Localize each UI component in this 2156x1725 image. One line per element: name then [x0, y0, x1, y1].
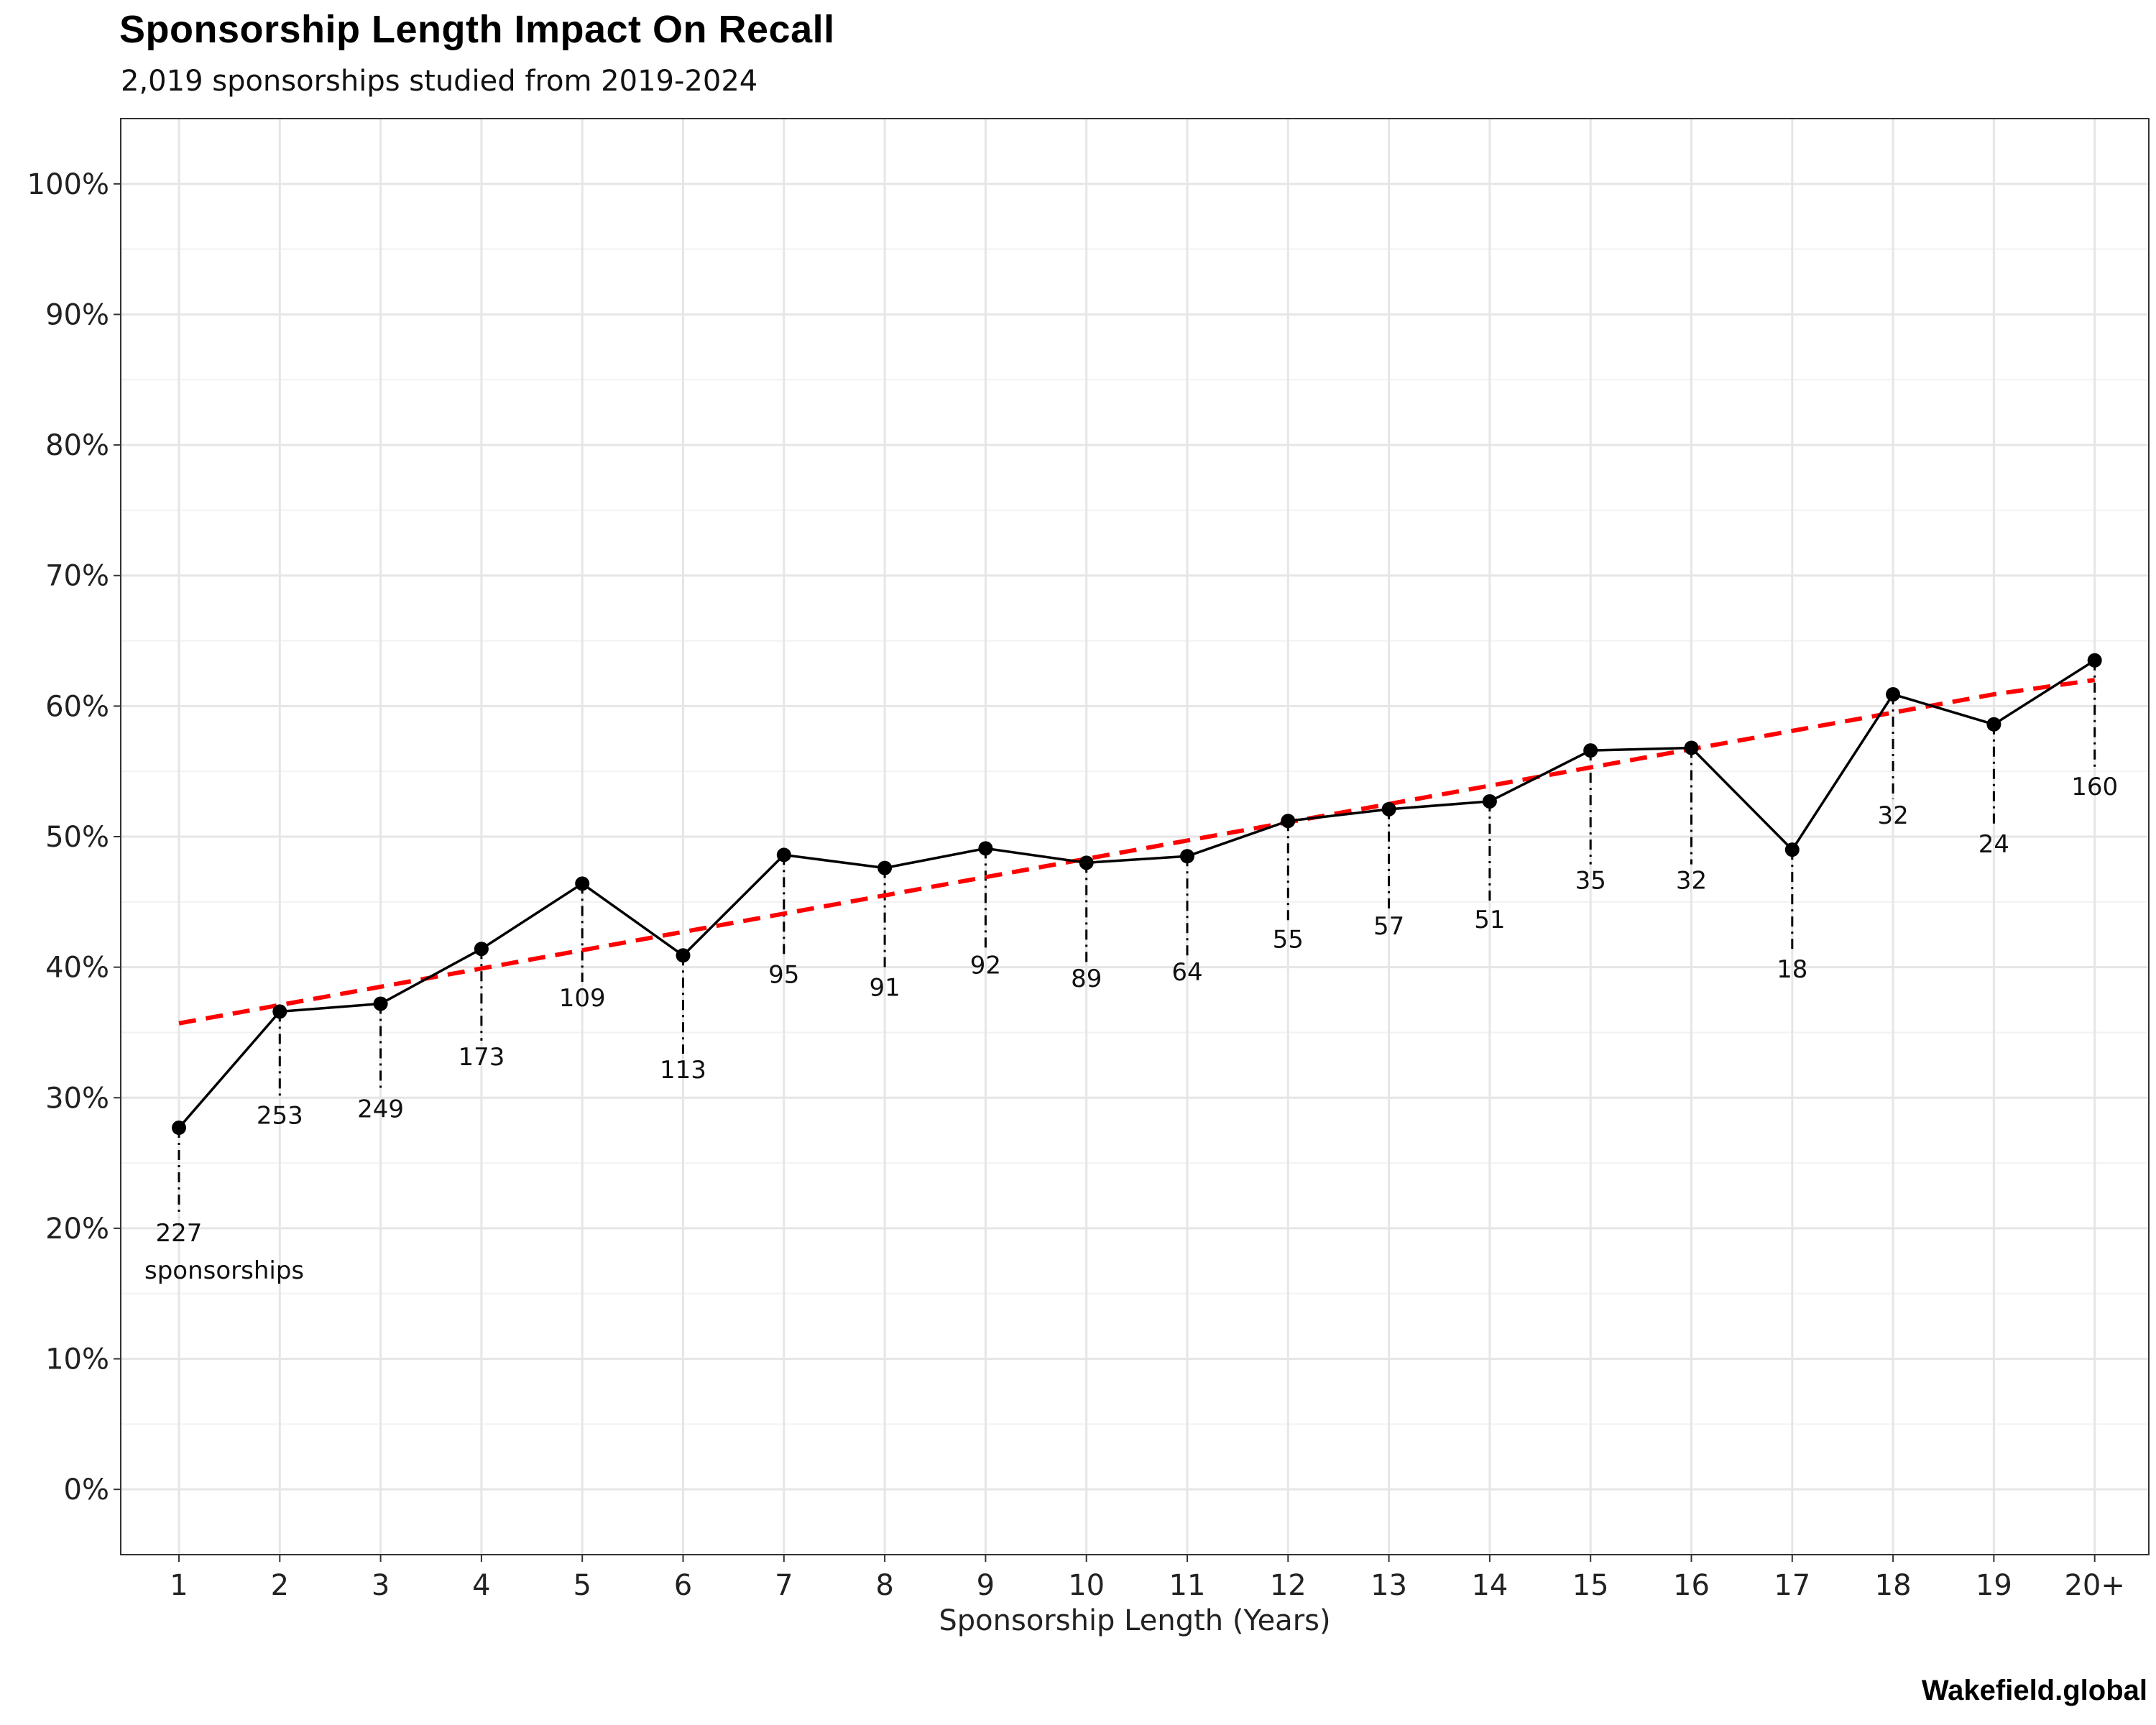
count-label: 32 — [1877, 801, 1908, 830]
count-label: 173 — [458, 1043, 505, 1072]
y-tick-label: 50% — [45, 821, 109, 854]
y-tick-label: 10% — [45, 1343, 109, 1376]
x-axis: 1 2 3 4 5 6 7 8 9 10 11 12 13 14 15 16 17 18 19 20+ — [170, 1555, 2125, 1602]
y-tick-label: 60% — [45, 690, 109, 723]
count-label-suffix: sponsorships — [144, 1256, 304, 1285]
count-label: 55 — [1273, 925, 1304, 954]
x-tick-label: 14 — [1471, 1569, 1508, 1602]
count-labels: 227 253 249 173 109 113 95 91 92 89 64 55 57 51 35 32 18… — [144, 773, 2118, 1285]
count-label: 253 — [257, 1102, 303, 1131]
x-tick-label: 1 — [170, 1569, 188, 1602]
recall-point — [272, 1004, 287, 1019]
recall-point — [1079, 855, 1094, 870]
recall-point — [1381, 801, 1396, 816]
x-tick-label: 8 — [875, 1569, 893, 1602]
recall-point — [2087, 653, 2102, 668]
recall-point — [474, 942, 489, 957]
count-label: 64 — [1171, 958, 1202, 987]
count-label: 227 — [156, 1219, 203, 1248]
x-tick-label: 11 — [1169, 1569, 1206, 1602]
count-label: 89 — [1071, 965, 1102, 993]
y-tick-label: 40% — [45, 952, 109, 985]
count-label: 57 — [1373, 912, 1404, 941]
recall-point — [1583, 743, 1598, 758]
count-label: 91 — [869, 974, 900, 1003]
y-axis: 0% 10% 20% 30% 40% 50% 60% 70% 80% 90% 100% — [27, 168, 121, 1506]
x-tick-label: 12 — [1270, 1569, 1307, 1602]
grid-lines — [121, 119, 2149, 1555]
y-tick-label: 30% — [45, 1082, 109, 1115]
x-tick-label: 2 — [271, 1569, 289, 1602]
x-tick-label: 10 — [1068, 1569, 1105, 1602]
count-label: 24 — [1978, 830, 2009, 859]
source-credit: Wakefield.global — [1921, 1675, 2147, 1706]
x-tick-label: 13 — [1370, 1569, 1407, 1602]
x-tick-label: 9 — [977, 1569, 995, 1602]
x-tick-label: 18 — [1875, 1569, 1912, 1602]
recall-point — [1684, 740, 1699, 755]
recall-point — [172, 1121, 186, 1136]
chart-title: Sponsorship Length Impact On Recall — [119, 8, 835, 51]
recall-series — [172, 653, 2102, 1136]
recall-point — [1482, 794, 1497, 809]
x-tick-label: 4 — [472, 1569, 490, 1602]
recall-point — [676, 948, 691, 963]
trend-line — [178, 678, 2096, 1026]
y-tick-label: 0% — [64, 1473, 109, 1506]
recall-point — [877, 860, 893, 875]
count-label: 249 — [357, 1095, 404, 1124]
y-tick-label: 100% — [27, 168, 109, 201]
recall-point — [1886, 687, 1901, 702]
count-label: 95 — [768, 960, 799, 989]
x-tick-label: 5 — [573, 1569, 591, 1602]
x-tick-label: 19 — [1976, 1569, 2012, 1602]
x-tick-label: 7 — [775, 1569, 793, 1602]
recall-point — [1180, 849, 1194, 864]
count-label: 32 — [1676, 867, 1707, 896]
recall-point — [575, 876, 590, 891]
y-tick-label: 90% — [45, 298, 109, 331]
y-tick-label: 80% — [45, 429, 109, 462]
count-label: 113 — [660, 1056, 706, 1085]
count-label: 18 — [1777, 955, 1807, 984]
recall-point — [1281, 814, 1296, 829]
recall-point — [978, 841, 993, 856]
count-label: 51 — [1474, 906, 1505, 934]
recall-point — [373, 996, 388, 1011]
x-tick-label: 15 — [1572, 1569, 1609, 1602]
count-label: 109 — [559, 984, 606, 1013]
recall-line-path — [178, 659, 2096, 1129]
count-label: 35 — [1575, 867, 1606, 896]
x-tick-label: 20+ — [2064, 1569, 2124, 1602]
y-tick-label: 20% — [45, 1213, 109, 1246]
x-tick-label: 17 — [1774, 1569, 1810, 1602]
x-tick-label: 16 — [1673, 1569, 1710, 1602]
x-tick-label: 6 — [674, 1569, 692, 1602]
chart-subtitle: 2,019 sponsorships studied from 2019-202… — [121, 65, 758, 98]
recall-point — [776, 847, 791, 862]
count-drop-lines — [178, 660, 2096, 1218]
recall-point — [1784, 842, 1800, 857]
trend-line-path — [178, 678, 2096, 1026]
y-tick-label: 70% — [45, 560, 109, 593]
recall-point — [1986, 717, 2001, 732]
x-axis-title: Sponsorship Length (Years) — [939, 1604, 1330, 1637]
x-tick-label: 3 — [372, 1569, 390, 1602]
count-label: 92 — [970, 952, 1001, 980]
count-label: 160 — [2071, 773, 2118, 801]
